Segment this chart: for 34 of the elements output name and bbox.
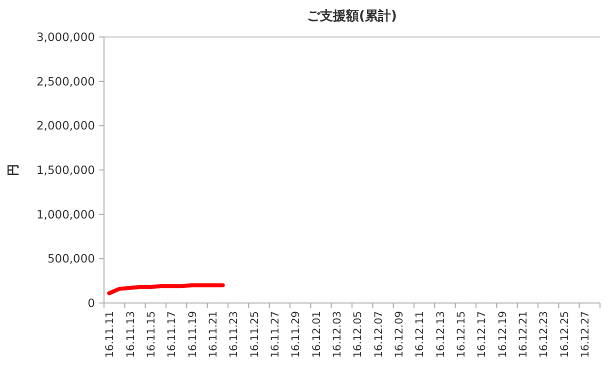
x-tick-label: 16.12.09	[394, 311, 406, 358]
x-tick-label: 16.12.23	[538, 311, 550, 358]
y-tick-label: 1,000,000	[36, 207, 95, 222]
x-tick-label: 16.12.27	[580, 311, 592, 358]
x-tick-label: 16.12.15	[456, 311, 468, 358]
x-tick-label: 16.12.25	[558, 311, 571, 358]
x-tick-label: 16.12.11	[414, 311, 426, 358]
x-tick-label: 16.11.15	[146, 311, 158, 358]
x-tick-label: 16.11.21	[208, 311, 220, 358]
y-tick-label: 2,000,000	[36, 118, 95, 133]
x-tick-label: 16.11.17	[166, 311, 178, 358]
y-tick-label: 1,500,000	[36, 163, 95, 177]
x-tick-label: 16.12.05	[352, 311, 364, 358]
x-tick-label: 16.11.23	[228, 311, 240, 358]
x-tick-label: 16.11.11	[104, 311, 116, 358]
x-tick-label: 16.12.13	[434, 311, 447, 358]
x-tick-label: 16.12.07	[372, 311, 385, 358]
x-tick-label: 16.12.03	[332, 311, 344, 358]
x-tick-label: 16.11.13	[124, 311, 137, 358]
y-tick-label: 2,500,000	[36, 74, 95, 88]
y-tick-label: 0	[88, 296, 95, 310]
x-tick-label: 16.12.17	[476, 311, 488, 358]
chart-title: ご支援額(累計)	[307, 8, 397, 24]
x-tick-label: 16.11.27	[270, 311, 282, 358]
x-tick-label: 16.12.01	[310, 311, 323, 358]
y-tick-label: 500,000	[47, 252, 95, 266]
x-tick-label: 16.12.19	[496, 311, 509, 358]
y-axis-title: 円	[6, 164, 20, 176]
y-tick-label: 3,000,000	[36, 30, 95, 44]
x-tick-label: 16.11.19	[186, 311, 199, 358]
x-tick-label: 16.11.25	[248, 311, 261, 358]
x-tick-label: 16.11.29	[290, 311, 302, 358]
line-series	[107, 283, 225, 296]
x-tick-label: 16.12.21	[518, 311, 530, 358]
